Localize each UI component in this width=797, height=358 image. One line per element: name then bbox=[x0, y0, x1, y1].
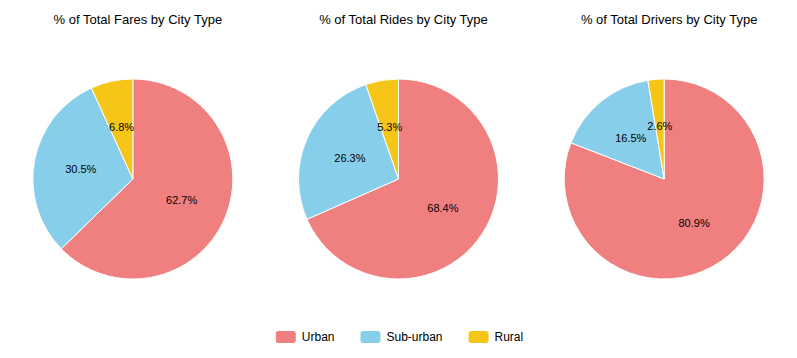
svg-text:62.7%: 62.7% bbox=[166, 194, 197, 206]
svg-text:2.6%: 2.6% bbox=[647, 120, 672, 132]
svg-text:Rural: Rural bbox=[495, 330, 524, 344]
svg-text:% of Total Fares by City Type: % of Total Fares by City Type bbox=[54, 12, 223, 27]
svg-text:26.3%: 26.3% bbox=[334, 152, 365, 164]
svg-text:30.5%: 30.5% bbox=[65, 163, 96, 175]
svg-text:16.5%: 16.5% bbox=[615, 132, 646, 144]
svg-text:80.9%: 80.9% bbox=[678, 217, 709, 229]
svg-text:68.4%: 68.4% bbox=[427, 202, 458, 214]
svg-text:Sub-urban: Sub-urban bbox=[386, 330, 442, 344]
svg-text:5.3%: 5.3% bbox=[377, 121, 402, 133]
svg-text:% of Total Rides by City Type: % of Total Rides by City Type bbox=[319, 12, 488, 27]
svg-text:% of Total Drivers by City Typ: % of Total Drivers by City Type bbox=[581, 12, 758, 27]
svg-text:6.8%: 6.8% bbox=[109, 121, 134, 133]
svg-text:Urban: Urban bbox=[302, 330, 335, 344]
